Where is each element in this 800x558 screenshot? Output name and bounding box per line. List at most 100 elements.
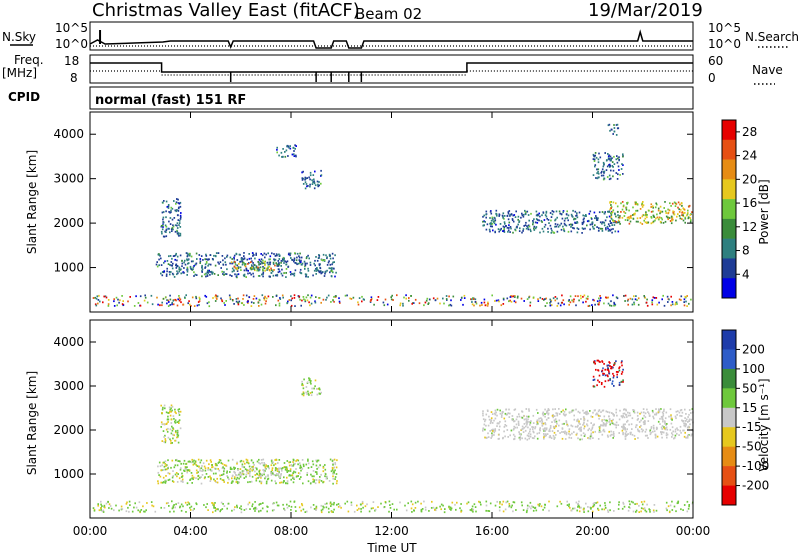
data-cell (421, 508, 424, 510)
data-cell (176, 429, 179, 432)
data-cell (207, 258, 209, 261)
data-cell (499, 412, 502, 415)
data-cell (623, 505, 626, 508)
data-cell (229, 298, 232, 301)
data-cell (443, 302, 445, 305)
data-cell (209, 477, 212, 479)
data-cell (574, 295, 577, 297)
data-cell (261, 507, 264, 510)
data-cell (309, 264, 312, 266)
data-cell (263, 261, 266, 264)
data-cell (601, 227, 604, 230)
data-cell (531, 505, 533, 508)
data-cell (167, 204, 170, 206)
data-cell (513, 420, 515, 423)
data-cell (194, 461, 197, 464)
data-cell (634, 438, 636, 440)
data-cell (569, 506, 571, 509)
data-cell (236, 474, 238, 477)
data-cell (596, 172, 598, 175)
data-cell (650, 427, 653, 430)
data-cell (624, 300, 626, 302)
data-cell (321, 508, 324, 511)
data-cell (309, 392, 312, 394)
y-tick-label: 3000 (53, 379, 84, 393)
data-cell (332, 267, 335, 270)
data-cell (238, 473, 240, 476)
data-cell (174, 506, 176, 509)
colorbar-segment (722, 139, 736, 160)
data-cell (655, 297, 658, 299)
data-cell (113, 509, 115, 512)
data-cell (92, 297, 95, 299)
data-cell (264, 302, 267, 305)
data-cell (562, 409, 564, 412)
data-cell (278, 472, 280, 475)
data-cell (424, 301, 427, 304)
data-cell (262, 275, 264, 278)
data-cell (582, 432, 585, 435)
data-cell (576, 214, 578, 217)
data-cell (227, 502, 230, 505)
data-cell (607, 435, 609, 438)
data-cell (616, 414, 618, 417)
data-cell (271, 472, 274, 475)
data-cell (669, 202, 671, 205)
data-cell (526, 225, 528, 227)
data-cell (192, 478, 194, 480)
data-cell (580, 297, 582, 300)
data-cell (313, 475, 315, 478)
data-cell (180, 503, 183, 506)
data-cell (484, 436, 486, 439)
data-cell (609, 379, 611, 381)
data-cell (521, 437, 523, 440)
data-cell (677, 206, 679, 209)
data-cell (211, 273, 213, 275)
data-cell (315, 459, 317, 462)
data-cell (610, 211, 613, 214)
data-cell (529, 433, 532, 436)
data-cell (485, 504, 488, 507)
data-cell (306, 299, 309, 302)
data-cell (133, 506, 135, 509)
data-cell (233, 471, 235, 473)
data-cell (597, 172, 600, 175)
data-cell (236, 476, 239, 479)
data-cell (311, 475, 314, 478)
data-cell (534, 427, 536, 430)
data-cell (290, 304, 293, 307)
data-cell (170, 261, 173, 263)
data-cell (665, 212, 667, 214)
data-cell (609, 166, 611, 168)
data-cell (374, 509, 376, 512)
data-cell (454, 503, 456, 506)
data-cell (648, 209, 650, 212)
data-cell (674, 434, 677, 437)
data-cell (643, 500, 646, 503)
data-cell (377, 506, 379, 508)
data-cell (120, 505, 123, 508)
data-cell (518, 415, 521, 418)
data-cell (646, 503, 648, 506)
data-cell (611, 422, 614, 425)
data-cell (296, 263, 298, 266)
data-cell (332, 462, 334, 465)
data-cell (276, 146, 278, 149)
data-cell (618, 384, 621, 386)
data-cell (314, 259, 316, 262)
data-cell (165, 235, 168, 238)
data-cell (544, 427, 546, 430)
data-cell (549, 298, 551, 301)
data-cell (144, 510, 146, 513)
data-cell (358, 297, 361, 299)
data-cell (240, 258, 243, 260)
data-cell (592, 502, 595, 505)
data-cell (647, 437, 649, 439)
data-cell (593, 211, 596, 214)
data-cell (204, 476, 206, 479)
data-cell (293, 463, 295, 466)
data-cell (174, 224, 177, 227)
data-cell (653, 216, 655, 218)
data-cell (332, 475, 334, 478)
data-cell (494, 413, 497, 416)
